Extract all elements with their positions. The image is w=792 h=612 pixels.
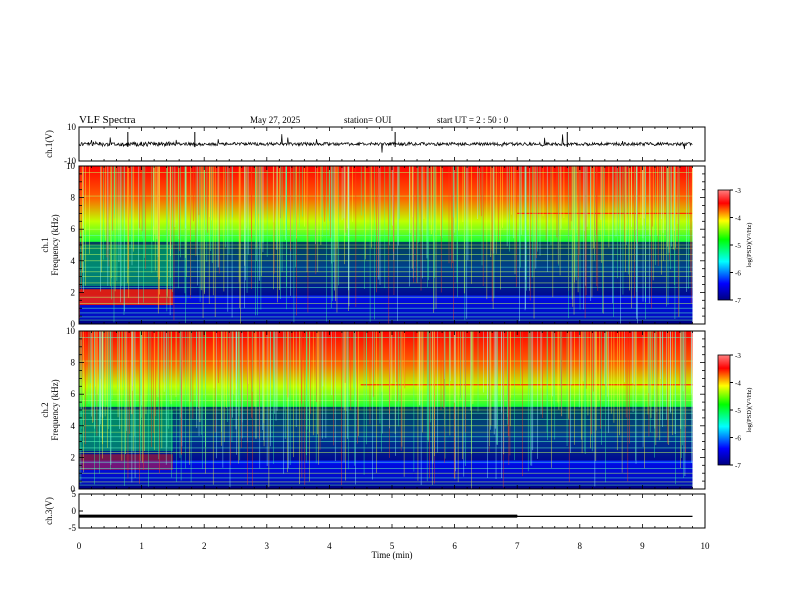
y-axis-label-channel: ch.2 (40, 402, 50, 417)
y-tick-label: 5 (72, 489, 77, 499)
y-axis-label-frequency: Frequency (kHz) (50, 379, 60, 440)
colorbar-tick-label: -6 (735, 270, 741, 278)
x-tick-label: 2 (202, 541, 207, 551)
y-tick-label: 10 (66, 161, 76, 171)
figure-title: VLF Spectra (79, 114, 136, 126)
colorbar-tick-label: -7 (735, 462, 741, 470)
ch2-spectrogram-panel: 0 2 4 6 8 10 ch.2 Frequency (kHz) (40, 326, 706, 494)
x-tick-label: 4 (327, 541, 332, 551)
y-tick-label: 8 (71, 358, 76, 368)
y-axis-label-channel: ch.1 (40, 237, 50, 252)
y-tick-label: 10 (66, 326, 76, 336)
ch3-frame (78, 493, 706, 529)
ch2-colorbar: -3 -4 -5 -6 -7 log(PSD)(V²/Hz) (717, 352, 753, 470)
ch1-colorbar: -3 -4 -5 -6 -7 log(PSD)(V²/Hz) (717, 187, 753, 305)
ch1-waveform-panel: 10 -10 ch.1(V) (44, 122, 706, 166)
y-tick-label: 2 (71, 287, 76, 297)
y-tick-label: -5 (69, 523, 77, 533)
x-tick-label: 8 (578, 541, 583, 551)
colorbar-scale (717, 189, 731, 301)
y-tick-label: 4 (71, 421, 76, 431)
colorbar-tick-label: -7 (735, 297, 741, 305)
low-band (79, 463, 693, 485)
x-tick-label: 3 (265, 541, 270, 551)
colorbar-label: log(PSD)(V²/Hz) (746, 223, 753, 268)
ch3-panel: 5 0 -5 ch.3(V) (44, 489, 706, 533)
y-tick-label: 8 (71, 193, 76, 203)
x-tick-label: 9 (640, 541, 645, 551)
colorbar-tick-label: -4 (735, 380, 741, 388)
station-label: station= OUI (344, 115, 391, 125)
y-tick-label: 2 (71, 452, 76, 462)
x-tick-label: 0 (77, 541, 82, 551)
colorbar-scale (717, 354, 731, 466)
colorbar-tick-label: -6 (735, 435, 741, 443)
x-tick-label: 10 (701, 541, 711, 551)
start-time-label: start UT = 2 : 50 : 0 (437, 115, 509, 125)
y-tick-label: 6 (71, 224, 76, 234)
y-tick-label: 10 (67, 122, 77, 132)
x-axis-label: Time (min) (372, 550, 413, 560)
low-power-band (79, 241, 693, 296)
early-green-band (79, 245, 173, 287)
y-axis-label-frequency: Frequency (kHz) (50, 214, 60, 275)
ch1-y-axis-label: ch.1(V) (44, 130, 54, 158)
date-label: May 27, 2025 (250, 115, 301, 125)
x-tick-label: 6 (452, 541, 457, 551)
colorbar-tick-label: -4 (735, 215, 741, 223)
colorbar-tick-label: -3 (735, 187, 741, 195)
x-tick-label: 5 (390, 541, 395, 551)
colorbar-tick-label: -3 (735, 352, 741, 360)
ch1-spectrogram-panel: 0 2 4 6 8 10 ch.1 Frequency (kHz) (40, 161, 706, 329)
colorbar-label: log(PSD)(V²/Hz) (746, 388, 753, 433)
colorbar-tick-label: -5 (735, 407, 741, 415)
ch1-waveform-trace (78, 134, 693, 153)
y-tick-label: 6 (71, 389, 76, 399)
low-band (79, 298, 693, 320)
colorbar-tick-label: -5 (735, 242, 741, 250)
y-tick-label: 0 (72, 506, 77, 516)
y-tick-label: 0 (71, 319, 76, 329)
time-axis: 0 1 2 3 4 5 6 7 8 9 10 Time (min) (77, 541, 710, 560)
ch3-y-axis-label: ch.3(V) (44, 497, 54, 525)
x-tick-label: 1 (139, 541, 144, 551)
y-tick-label: -10 (64, 156, 76, 166)
x-tick-label: 7 (515, 541, 520, 551)
y-tick-label: 0 (71, 484, 76, 494)
y-tick-label: 4 (71, 256, 76, 266)
